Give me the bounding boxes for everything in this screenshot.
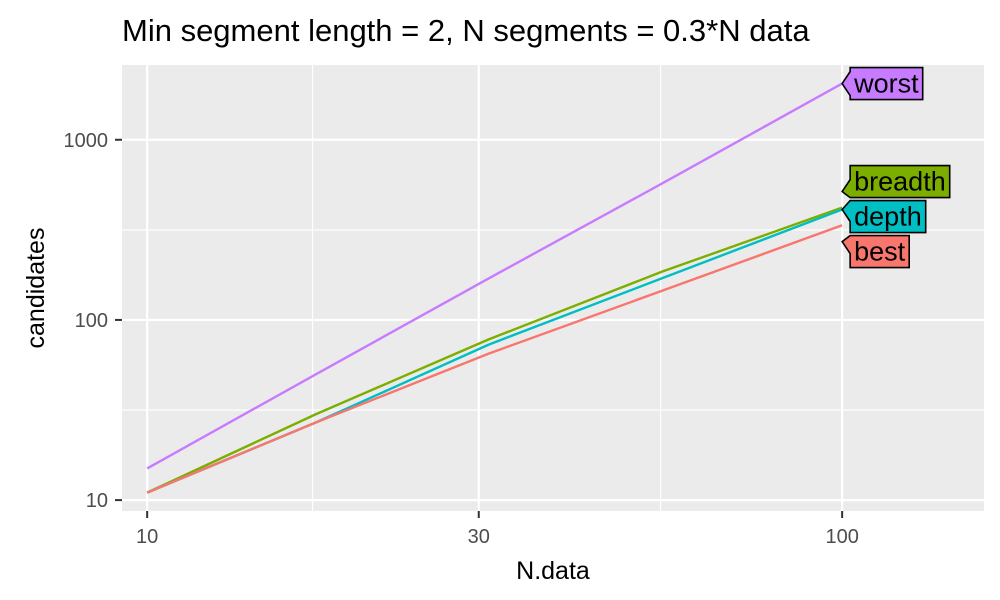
x-tick-label: 10 [136, 526, 158, 548]
series-label-best: best [841, 234, 910, 269]
label-box [841, 164, 951, 199]
series-label-worst: worst [841, 66, 924, 101]
y-tick-label: 10 [86, 490, 108, 512]
y-tick-label: 100 [75, 310, 108, 332]
gridlines [122, 65, 984, 511]
x-tick-label: 100 [825, 526, 858, 548]
x-tick-label: 30 [468, 526, 490, 548]
series-label-depth: depth [841, 199, 927, 234]
series-lines [146, 82, 843, 494]
x-axis-title: N.data [516, 557, 590, 585]
series-line-best [146, 224, 843, 494]
label-text: depth [854, 202, 922, 232]
label-text: worst [853, 69, 919, 99]
chart-title: Min segment length = 2, N segments = 0.3… [122, 13, 810, 48]
series-line-breadth [146, 206, 843, 494]
label-box [841, 66, 924, 101]
label-text: breadth [854, 167, 946, 197]
series-labels: worst breadth depth best [841, 66, 951, 269]
series-line-worst [146, 82, 843, 470]
label-box [841, 234, 910, 269]
y-tick-label: 1000 [64, 130, 109, 152]
series-label-breadth: breadth [841, 164, 951, 199]
axes: 10 30 100 10 100 1000 [64, 130, 859, 548]
label-box [841, 199, 927, 234]
y-axis-title: candidates [22, 228, 50, 349]
label-text: best [854, 237, 906, 267]
